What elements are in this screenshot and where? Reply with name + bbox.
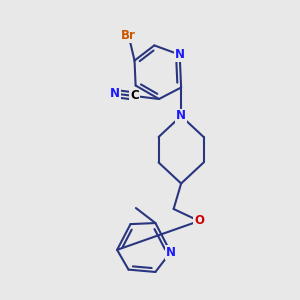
Text: Br: Br: [121, 28, 136, 42]
Text: O: O: [194, 214, 204, 227]
Text: N: N: [175, 48, 185, 61]
Text: N: N: [110, 87, 120, 100]
Text: N: N: [166, 246, 176, 259]
Text: N: N: [176, 110, 186, 122]
Text: C: C: [130, 89, 139, 103]
